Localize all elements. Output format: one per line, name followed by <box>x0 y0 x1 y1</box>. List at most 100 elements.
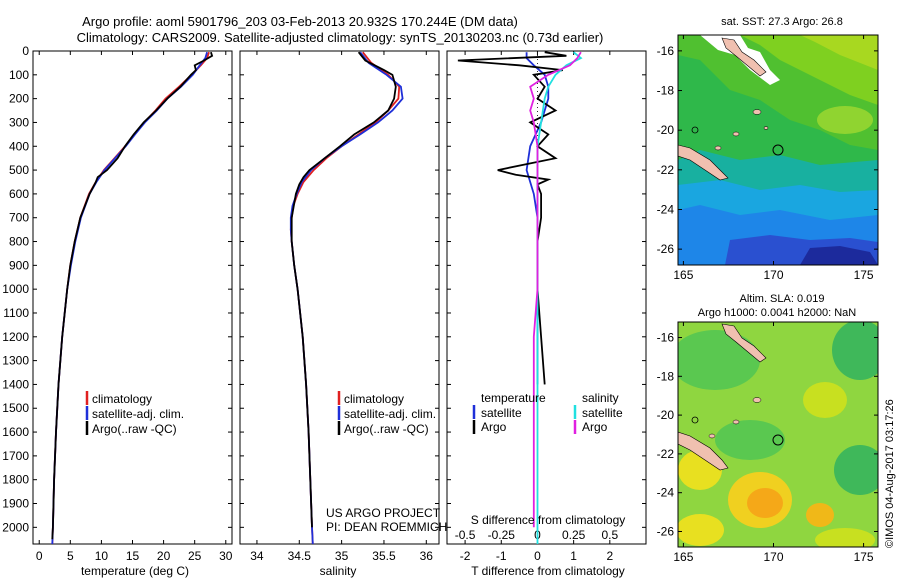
y-tick-label: 200 <box>9 92 29 106</box>
x-tick-label: 0 <box>36 549 43 563</box>
y-tick-label: 1900 <box>2 497 29 511</box>
y-tick-label: 1200 <box>2 330 29 344</box>
s-tick-label: 0.5 <box>601 528 618 542</box>
legend-title-salinity: salinity <box>582 391 619 405</box>
lat-tick-label: -16 <box>657 44 675 58</box>
x-tick-label: 34 <box>250 549 264 563</box>
salinity-xlabel: salinity <box>320 564 357 578</box>
series-line-satellite-adj-clim <box>289 51 404 545</box>
x-tick-label: 10 <box>95 549 109 563</box>
difference-plot: -2 -1 0 1 2-0.5 -0.25 0 0.25 0.5 <box>447 50 646 563</box>
lat-tick-label: -26 <box>657 242 675 256</box>
sla-map <box>678 322 878 547</box>
y-tick-label: 1300 <box>2 354 29 368</box>
y-tick-label: 100 <box>9 68 29 82</box>
y-tick-label: 700 <box>9 211 29 225</box>
imos-stamp: ©IMOS 04-Aug-2017 03:17:26 <box>884 399 896 548</box>
legend-label-argo: Argo(..raw -QC) <box>344 422 429 436</box>
series-line-temperature-argo <box>457 51 567 385</box>
temperature-axes <box>32 50 233 545</box>
sla-map-axes: 165 170 175 -16 -18 -20 -22 -24 -26 <box>657 322 878 564</box>
y-tick-label: 1500 <box>2 401 29 415</box>
y-tick-label: 1800 <box>2 473 29 487</box>
series-line-satellite-adj-clim <box>51 51 208 545</box>
s-tick-label: -0.5 <box>455 528 476 542</box>
legend-label-climatology: climatology <box>92 392 152 406</box>
x-tick-label: -2 <box>460 549 471 563</box>
legend-label-satellite-adj: satellite-adj. clim. <box>92 407 184 421</box>
x-tick-label: 0 <box>534 549 541 563</box>
lat-tick-label: -26 <box>657 524 675 538</box>
x-tick-label: -1 <box>496 549 507 563</box>
y-tick-label: 1600 <box>2 425 29 439</box>
x-tick-label: 5 <box>67 549 74 563</box>
series-line-salinity-argo <box>529 51 582 528</box>
series-line-argo-raw-qc <box>51 51 214 540</box>
salinity-legend: climatology satellite-adj. clim. Argo(..… <box>337 391 436 436</box>
x-tick-label: 36 <box>420 549 434 563</box>
x-tick-label: 2 <box>606 549 613 563</box>
lat-tick-label: -22 <box>657 163 675 177</box>
sst-map-title: sat. SST: 27.3 Argo: 26.8 <box>721 16 843 28</box>
series-line-climatology <box>289 51 401 545</box>
lon-tick-label: 165 <box>673 550 693 564</box>
x-tick-label: 1 <box>570 549 577 563</box>
x-tick-label: 35.5 <box>372 549 396 563</box>
s-difference-xlabel: S difference from climatology <box>471 513 626 527</box>
y-tick-label: 1000 <box>2 282 29 296</box>
lon-tick-label: 175 <box>854 550 874 564</box>
lat-tick-label: -22 <box>657 447 675 461</box>
lon-tick-label: 170 <box>763 550 783 564</box>
lat-tick-label: -24 <box>657 202 675 216</box>
x-tick-label: 25 <box>188 549 202 563</box>
legend-label-satellite-adj: satellite-adj. clim. <box>344 407 436 421</box>
lat-tick-label: -20 <box>657 408 675 422</box>
sst-map-frame <box>677 34 879 266</box>
y-tick-label: 0 <box>22 44 29 58</box>
x-tick-label: 15 <box>126 549 140 563</box>
lat-tick-label: -18 <box>657 84 675 98</box>
salinity-plot: 34 34.5 35 35.5 36 <box>240 50 439 563</box>
y-tick-label: 400 <box>9 139 29 153</box>
legend-label-temp-satellite: satellite <box>481 406 522 420</box>
series-line-climatology <box>51 51 210 545</box>
lat-tick-label: -16 <box>657 331 675 345</box>
lat-tick-label: -24 <box>657 486 675 500</box>
x-tick-label: 34.5 <box>288 549 312 563</box>
sla-map-title-2: Argo h1000: 0.0041 h2000: NaN <box>698 307 856 319</box>
y-tick-label: 300 <box>9 115 29 129</box>
lat-tick-label: -20 <box>657 123 675 137</box>
series-line-salinity-satellite <box>536 51 583 544</box>
figure-title-line2: Climatology: CARS2009. Satellite-adjuste… <box>77 30 604 45</box>
series-line-argo-raw-qc <box>290 51 397 528</box>
y-tick-label: 600 <box>9 187 29 201</box>
sla-map-title-1: Altim. SLA: 0.019 <box>740 293 825 305</box>
lat-tick-label: -18 <box>657 369 675 383</box>
legend-title-temperature: temperature <box>481 391 546 405</box>
sla-map-frame <box>677 321 879 548</box>
pi-credit: PI: DEAN ROEMMICH <box>326 520 447 534</box>
legend-label-sal-satellite: satellite <box>582 406 623 420</box>
difference-legend: temperature salinity satellite Argo sate… <box>472 391 623 434</box>
temperature-legend: climatology satellite-adj. clim. Argo(..… <box>85 391 184 436</box>
x-tick-label: 35 <box>335 549 349 563</box>
legend-label-climatology: climatology <box>344 392 404 406</box>
temperature-plot: 0 5 10 15 20 25 300100200300400500600700800900… <box>2 44 232 563</box>
lon-tick-label: 175 <box>854 268 874 282</box>
difference-axes <box>446 50 647 545</box>
y-tick-label: 1400 <box>2 377 29 391</box>
legend-label-sal-argo: Argo <box>582 420 608 434</box>
sst-map <box>678 35 878 265</box>
s-tick-label: 0.25 <box>562 528 586 542</box>
t-difference-xlabel: T difference from climatology <box>471 564 625 578</box>
lon-tick-label: 165 <box>673 268 693 282</box>
s-tick-label: -0.25 <box>488 528 516 542</box>
x-tick-label: 20 <box>157 549 171 563</box>
temperature-xlabel: temperature (deg C) <box>81 564 189 578</box>
legend-label-temp-argo: Argo <box>481 420 507 434</box>
salinity-axes <box>239 50 440 545</box>
y-tick-label: 2000 <box>2 520 29 534</box>
y-tick-label: 900 <box>9 258 29 272</box>
y-tick-label: 500 <box>9 163 29 177</box>
